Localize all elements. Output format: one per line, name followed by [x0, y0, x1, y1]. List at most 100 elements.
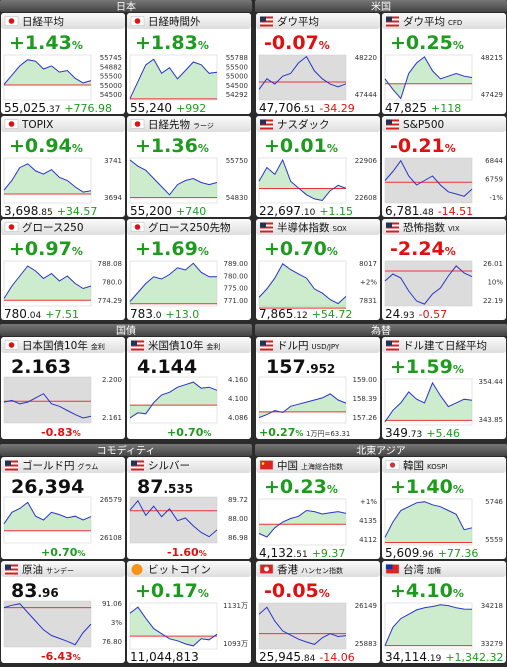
- tile-title-bar: [256, 337, 380, 353]
- flag-stripe: [386, 119, 399, 122]
- percent-unit: %: [72, 245, 83, 258]
- flag: [260, 119, 273, 130]
- section-title: 北東アジア: [356, 444, 406, 457]
- flag-stripe: [386, 18, 399, 21]
- flag: [4, 119, 19, 129]
- flag-disc: [134, 18, 141, 24]
- section-title: 米国: [371, 0, 391, 13]
- spark-line: [3, 59, 92, 85]
- tile-name: シルバー: [148, 460, 190, 472]
- percent-unit: %: [73, 429, 81, 438]
- price-int: 4.144: [137, 356, 197, 378]
- price-frac: .84: [301, 654, 316, 664]
- spark-area: [130, 263, 217, 304]
- flag-stripe: [260, 228, 273, 231]
- flag-stripe: [5, 460, 18, 463]
- price-change: -34.29: [319, 102, 354, 115]
- section-title: コモディティ: [97, 444, 156, 457]
- axis-label: 48220: [355, 54, 377, 62]
- axis-label: 25883: [355, 640, 377, 648]
- section-title: 国債: [116, 324, 136, 337]
- price: 55,200 +740: [130, 204, 206, 218]
- price: 783.0 +13.0: [130, 307, 199, 321]
- change-percent: +4.10%: [390, 580, 464, 602]
- spark-line: [258, 393, 347, 419]
- tile-name-text: ドル建て日経平均: [403, 339, 487, 352]
- tile-title-bar: [127, 116, 251, 132]
- axis-label: 4.086: [228, 414, 249, 422]
- spark-line: [258, 158, 347, 202]
- tile-name: 日経平均: [22, 15, 64, 28]
- flag-stripe: [5, 468, 18, 471]
- flag: [385, 460, 400, 470]
- flag: [131, 564, 143, 575]
- axis-label: 774.29: [98, 297, 123, 305]
- price-int: 83: [11, 580, 37, 602]
- flag-canton: [5, 564, 11, 570]
- spark-line: [384, 265, 473, 305]
- flag-coin: [131, 564, 143, 575]
- flag: [130, 222, 145, 232]
- axis-label: 26.01: [483, 260, 503, 268]
- axis-label: 3%: [111, 619, 122, 627]
- flag-stripe: [386, 224, 399, 227]
- tile-title-bar: [1, 116, 125, 132]
- price: 24.93 -0.57: [385, 307, 447, 321]
- axis-label: 33279: [481, 640, 503, 648]
- price-change: -0.57: [419, 308, 447, 321]
- tile-name-text: ドル円: [277, 340, 309, 352]
- flag-stripe: [131, 462, 144, 465]
- percent-unit: %: [453, 587, 464, 600]
- percent-unit: %: [198, 142, 209, 155]
- axis-label: 76.80: [102, 638, 122, 646]
- price: 25,945.84 -14.06: [259, 650, 355, 664]
- change-percent: +0.70%: [167, 426, 211, 439]
- flag-stripe: [386, 16, 399, 19]
- tile-name: ドル円 USD/JPY: [277, 340, 340, 352]
- section-title: 日本: [116, 0, 136, 13]
- tile-title-bar: [256, 13, 380, 29]
- flag-stripe: [260, 119, 273, 122]
- tile-sub: KOSPI: [427, 463, 447, 471]
- flag-stripe: [260, 226, 273, 229]
- axis-label: 55000: [226, 73, 248, 81]
- spark-area: [4, 266, 91, 301]
- tile-name: ゴールド円 グラム: [22, 459, 98, 472]
- tile-name-text: 中国: [277, 459, 298, 472]
- flag: [260, 340, 273, 351]
- percent-unit: %: [295, 429, 303, 438]
- flag-stripe: [386, 340, 399, 343]
- section-header: [0, 444, 252, 456]
- axis-label: 6844: [485, 157, 503, 165]
- chart-area: [258, 602, 347, 650]
- percent-unit: %: [72, 39, 83, 52]
- tile-name-text: ビットコイン: [148, 564, 211, 576]
- tile-title-bar: [256, 457, 380, 473]
- spark-area: [259, 159, 346, 201]
- flag-stripe: [386, 342, 399, 345]
- price-int: 34,114: [385, 650, 427, 664]
- flag-stripe: [260, 16, 273, 19]
- section-header: [255, 324, 507, 336]
- flag-stripe: [260, 222, 273, 225]
- spark-area: [4, 163, 91, 194]
- axis-label: -1%: [489, 194, 503, 202]
- tile-name-text: 半導体指数: [277, 221, 330, 234]
- axis-label: 4.100: [228, 395, 248, 403]
- axis-label: 54292: [226, 91, 248, 99]
- tile-name: ドル建て日経平均: [403, 339, 487, 352]
- change-percent: -6.43%: [41, 650, 81, 663]
- flag-canton: [260, 16, 266, 22]
- tile-name: ナスダック: [277, 118, 330, 131]
- percent-unit: %: [327, 142, 338, 155]
- price: 7,865.12 +54.72: [259, 307, 352, 321]
- axis-label: 55745: [100, 54, 122, 62]
- price-frac: .0: [153, 311, 162, 321]
- change-percent: -0.07%: [264, 32, 330, 54]
- change-percent: +0.01%: [264, 135, 338, 157]
- flag: [131, 340, 144, 351]
- axis-label: 4135: [359, 517, 377, 525]
- tile-sub: 金利: [91, 342, 105, 351]
- price-change: +776.98: [64, 102, 112, 115]
- tile-name: 中国 上海総合指数: [277, 459, 343, 472]
